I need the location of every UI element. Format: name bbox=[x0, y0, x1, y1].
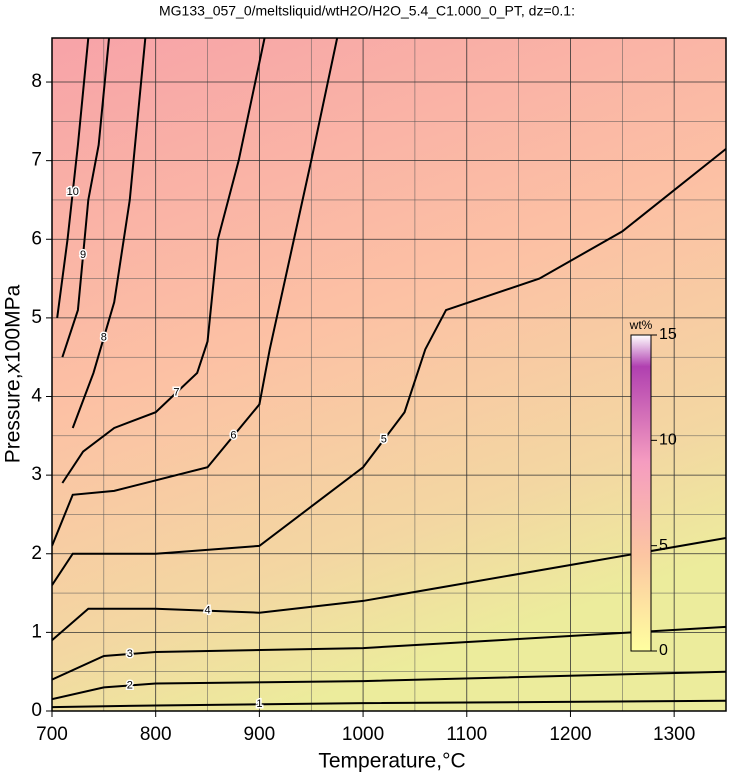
x-axis-label: Temperature,°C bbox=[318, 750, 465, 773]
contour-label: 5 bbox=[381, 434, 387, 446]
y-tick-label: 7 bbox=[31, 150, 42, 171]
contour-line bbox=[52, 537, 726, 641]
contour-label: 6 bbox=[230, 430, 236, 442]
colorbar bbox=[630, 334, 652, 652]
contour-line bbox=[56, 38, 90, 319]
contour-line bbox=[52, 625, 726, 681]
plot-area: 1 2 3 4 5 6 7 8 9 10 bbox=[52, 38, 726, 711]
contour-label: 10 bbox=[67, 186, 79, 198]
contour-line bbox=[52, 670, 726, 701]
contour-line bbox=[61, 38, 111, 358]
chart-title: MG133_057_0/meltsliquid/wtH2O/H2O_5.4_C1… bbox=[159, 3, 575, 19]
y-tick-label: 2 bbox=[31, 543, 42, 564]
y-tick-label: 4 bbox=[31, 386, 42, 407]
y-tick-label: 3 bbox=[31, 464, 42, 485]
colorbar-tick-label: 5 bbox=[659, 537, 668, 554]
x-tick-label: 1300 bbox=[653, 724, 695, 745]
y-tick-label: 0 bbox=[31, 700, 42, 721]
contour-line bbox=[52, 38, 339, 547]
contour-label: 1 bbox=[256, 698, 262, 710]
contour-label: 9 bbox=[80, 249, 86, 261]
x-tick-label: 700 bbox=[36, 724, 68, 745]
contour-label: 8 bbox=[101, 331, 107, 343]
plot-background bbox=[52, 38, 726, 711]
plot-frame bbox=[51, 37, 727, 712]
contour-label: 3 bbox=[127, 648, 133, 660]
contour-line bbox=[71, 38, 147, 429]
contour-line bbox=[52, 148, 726, 586]
x-tick-label: 800 bbox=[140, 724, 172, 745]
y-tick-label: 5 bbox=[31, 307, 42, 328]
contour-line bbox=[52, 699, 726, 709]
y-axis-label: Pressure,x100MPa bbox=[2, 284, 25, 463]
contour-line bbox=[61, 38, 266, 484]
colorbar-tick-label: 0 bbox=[659, 642, 668, 659]
contour-label: 7 bbox=[173, 386, 179, 398]
y-tick-label: 8 bbox=[31, 71, 42, 92]
colorbar-label: wt% bbox=[629, 318, 653, 332]
colorbar-tick-label: 15 bbox=[659, 326, 677, 343]
colorbar-tick-label: 10 bbox=[659, 432, 677, 449]
contour-label: 2 bbox=[127, 679, 133, 691]
x-tick-label: 900 bbox=[244, 724, 276, 745]
y-tick-label: 6 bbox=[31, 228, 42, 249]
y-tick-label: 1 bbox=[31, 621, 42, 642]
x-tick-label: 1000 bbox=[342, 724, 384, 745]
x-tick-label: 1100 bbox=[446, 724, 487, 745]
contour-label: 4 bbox=[204, 605, 210, 617]
x-tick-label: 1200 bbox=[549, 724, 591, 745]
